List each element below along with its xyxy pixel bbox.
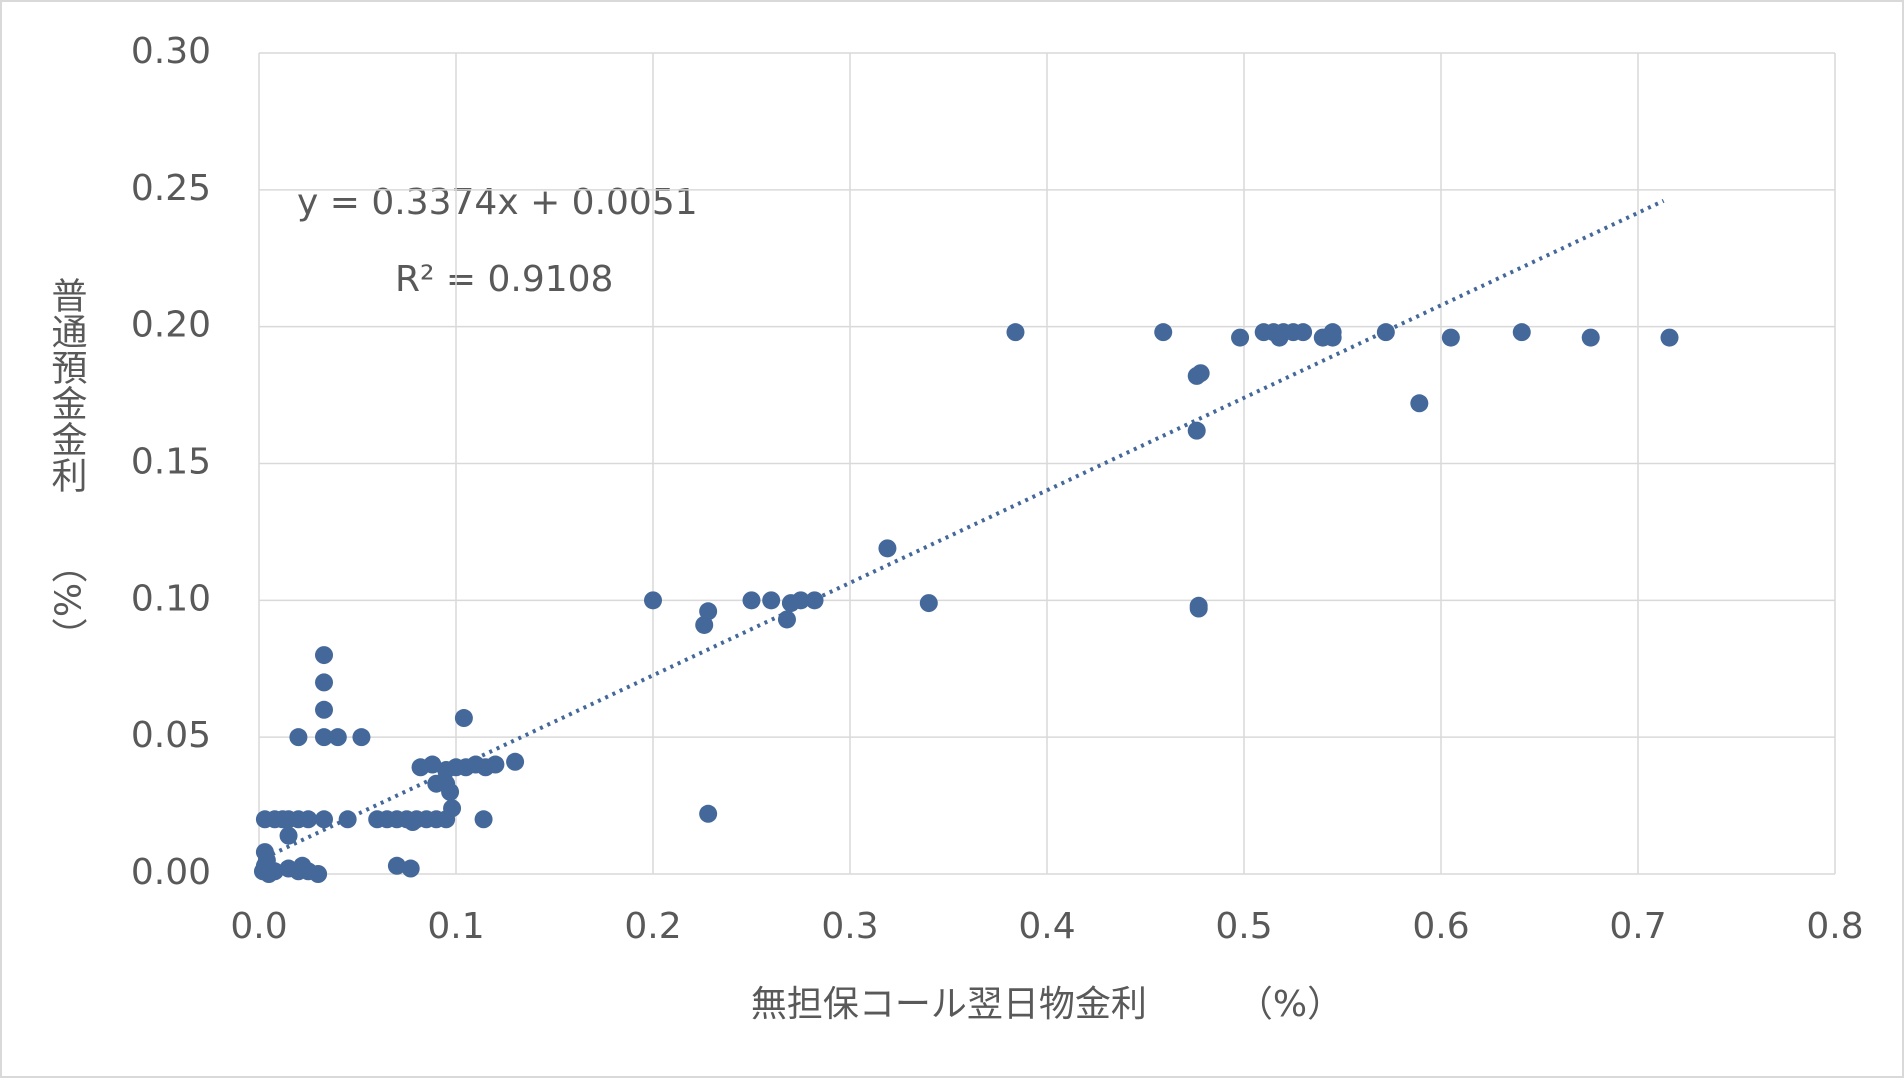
point [1660,328,1679,347]
point [1006,323,1025,342]
point [486,755,505,774]
y-tick-label: 0.05 [131,715,211,756]
point [805,591,824,610]
point [315,728,334,747]
trend-equation: y = 0.3374x + 0.0051 [297,182,698,223]
point [443,799,462,818]
x-tick-label: 0.1 [427,906,484,947]
point [328,728,347,747]
x-tick-label: 0.2 [624,906,681,947]
point [474,810,493,829]
point [1376,323,1395,342]
x-tick-label: 0.4 [1018,906,1075,947]
point [315,700,334,719]
y-tick-label: 0.10 [131,578,211,619]
point [403,813,422,832]
y-tick-label: 0.25 [131,168,211,209]
x-tick-label: 0.8 [1806,906,1863,947]
trendline [264,198,1665,860]
point [352,728,371,747]
point [1323,323,1342,342]
point [1410,394,1429,413]
point [791,591,810,610]
x-axis-label: 無担保コール翌日物金利 （%） [751,984,1343,1025]
point [1191,364,1210,383]
point [699,602,718,621]
point [279,826,298,845]
point [441,782,460,801]
y-tick-label: 0.30 [131,31,211,72]
point [265,862,284,881]
point [644,591,662,610]
point [315,646,334,665]
y-tick-label: 0.00 [131,852,211,893]
x-tick-label: 0.7 [1609,906,1666,947]
point [423,755,442,774]
point [506,752,525,771]
point [1441,328,1460,347]
point [1231,328,1250,347]
point [338,810,357,829]
point [255,843,274,862]
point [695,615,714,634]
x-tick-label: 0.5 [1215,906,1272,947]
point [762,591,781,610]
point [1154,323,1173,342]
point [1187,421,1206,440]
point [309,865,328,883]
point [387,856,406,875]
y-tick-label: 0.20 [131,305,211,346]
point [454,709,473,728]
point [315,810,334,829]
point [1189,596,1208,615]
point [1512,323,1531,342]
point [777,610,796,629]
point [1294,323,1313,342]
x-tick-label: 0.0 [230,906,287,947]
point [299,810,318,829]
y-axis-label: 普通預金金利 （%） [46,277,88,654]
point [699,804,718,823]
x-tick-label: 0.6 [1412,906,1469,947]
point [1581,328,1600,347]
point [878,539,897,558]
point [401,859,420,878]
r-squared: R² = 0.9108 [395,259,613,300]
point [315,673,334,692]
point [742,591,761,610]
point [919,594,938,613]
y-tick-label: 0.15 [131,442,211,483]
x-tick-label: 0.3 [821,906,878,947]
point [289,728,308,747]
